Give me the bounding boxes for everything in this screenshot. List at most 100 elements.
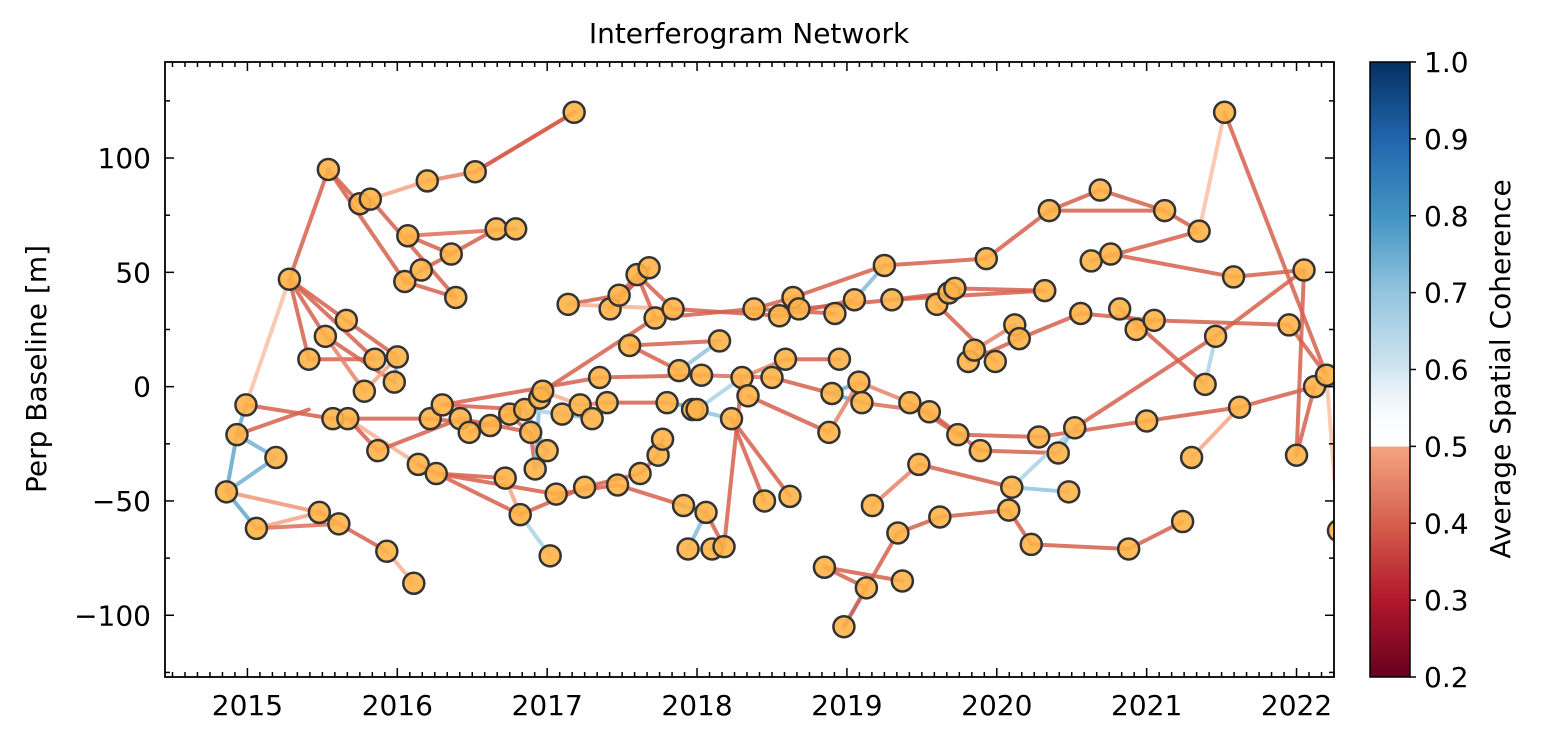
acquisition-point	[1193, 372, 1217, 397]
interferogram-pair	[790, 263, 887, 300]
x-tick-label: 2018	[661, 689, 732, 722]
acquisition-point	[1326, 519, 1334, 542]
acquisition-point	[396, 224, 420, 248]
acquisition-point	[316, 157, 341, 182]
acquisition-point	[886, 521, 910, 545]
interferogram-pair	[1324, 373, 1334, 499]
acquisition-point	[946, 422, 970, 447]
acquisition-point	[1292, 258, 1316, 282]
acquisition-point	[1037, 198, 1061, 223]
y-tick-label: 50	[115, 256, 151, 289]
acquisition-point	[234, 393, 258, 417]
acquisition-point	[607, 283, 631, 307]
acquisition-point	[676, 537, 700, 561]
interferogram-pair	[1152, 318, 1292, 327]
acquisition-point	[812, 555, 837, 580]
acquisition-point	[358, 187, 383, 211]
interferogram-pair	[1231, 268, 1307, 279]
acquisition-point	[313, 324, 338, 349]
acquisition-point	[661, 297, 685, 321]
acquisition-point	[650, 427, 675, 451]
chart-title: Interferogram Network	[589, 17, 910, 50]
acquisition-point	[643, 306, 667, 330]
acquisition-point	[1062, 416, 1087, 440]
acquisition-point	[890, 569, 915, 593]
acquisition-point	[907, 452, 931, 477]
acquisition-point	[842, 288, 867, 312]
y-tick-label: 0	[133, 371, 151, 404]
acquisition-point	[1142, 308, 1166, 333]
interferogram-pair	[1036, 418, 1149, 439]
interferogram-pair	[375, 416, 463, 453]
acquisition-point	[1179, 445, 1204, 470]
x-axis: 2015 2016 2017 2018 2019 2020 2021 2022	[171, 62, 1335, 722]
interferogram-pair	[287, 277, 311, 362]
acquisition-point	[773, 347, 798, 371]
acquisition-point	[667, 358, 691, 383]
acquisition-point	[1284, 443, 1309, 467]
acquisition-point	[1068, 301, 1093, 326]
acquisition-point	[535, 438, 559, 463]
acquisition-point	[689, 363, 714, 387]
acquisition-point	[997, 498, 1021, 522]
acquisition-point	[530, 379, 555, 403]
x-tick-label: 2015	[212, 689, 283, 722]
interferogram-pair	[1237, 384, 1317, 410]
acquisition-point	[974, 246, 999, 271]
colorbar-tick-label: 0.7	[1424, 277, 1469, 310]
interferogram-pair	[440, 375, 602, 407]
acquisition-point	[1203, 324, 1228, 349]
acquisition-point	[928, 505, 952, 529]
interferogram-pair	[1072, 334, 1218, 430]
interferogram-pair	[326, 167, 407, 284]
interferogram-pair	[955, 432, 1041, 439]
interferogram-pair	[882, 256, 989, 268]
acquisition-point	[550, 402, 574, 426]
interferogram-pair	[889, 288, 1047, 302]
x-tick-label: 2021	[1111, 689, 1182, 722]
x-tick-label: 2022	[1261, 689, 1332, 722]
interferogram-pair	[1294, 268, 1307, 458]
acquisition-point	[327, 512, 351, 536]
acquisition-point	[1134, 409, 1159, 433]
colorbar-label: Average Spatial Coherence	[1484, 179, 1517, 558]
acquisition-point	[463, 159, 487, 184]
acquisition-point	[617, 333, 642, 358]
acquisition-point	[847, 370, 871, 394]
acquisition-point	[406, 452, 431, 477]
acquisition-point	[430, 393, 455, 417]
acquisition-point	[962, 338, 987, 362]
acquisition-point	[1079, 249, 1103, 273]
acquisition-point	[393, 269, 417, 294]
acquisition-point	[820, 381, 844, 406]
acquisition-point	[1000, 475, 1024, 499]
colorbar-tick-label: 0.8	[1424, 200, 1469, 233]
acquisition-point	[1116, 537, 1141, 561]
interferogram-pair	[368, 197, 458, 300]
acquisition-point	[1019, 532, 1044, 557]
interferogram-pair	[822, 565, 905, 583]
acquisition-point	[1088, 178, 1112, 202]
acquisition-point	[363, 347, 387, 371]
acquisition-point	[518, 420, 543, 445]
acquisition-point	[787, 297, 811, 321]
interferogram-pair	[254, 521, 341, 531]
acquisition-point	[860, 493, 885, 518]
acquisition-point	[214, 480, 239, 504]
acquisition-point	[1027, 425, 1051, 449]
interferogram-pair	[729, 416, 792, 499]
acquisition-point	[409, 258, 434, 282]
interferogram-pair	[287, 277, 377, 362]
interferogram-pair	[243, 277, 292, 407]
acquisition-point	[457, 420, 481, 445]
x-tick-label: 2016	[362, 689, 433, 722]
interferogram-pair	[540, 316, 658, 394]
y-axis-label: Perp Baseline [m]	[20, 245, 53, 493]
colorbar-gradient	[1369, 61, 1411, 678]
acquisition-point	[1152, 198, 1177, 223]
acquisition-point	[983, 349, 1008, 374]
acquisition-point	[719, 406, 744, 431]
acquisition-point	[415, 169, 440, 193]
acquisition-point	[817, 420, 841, 445]
